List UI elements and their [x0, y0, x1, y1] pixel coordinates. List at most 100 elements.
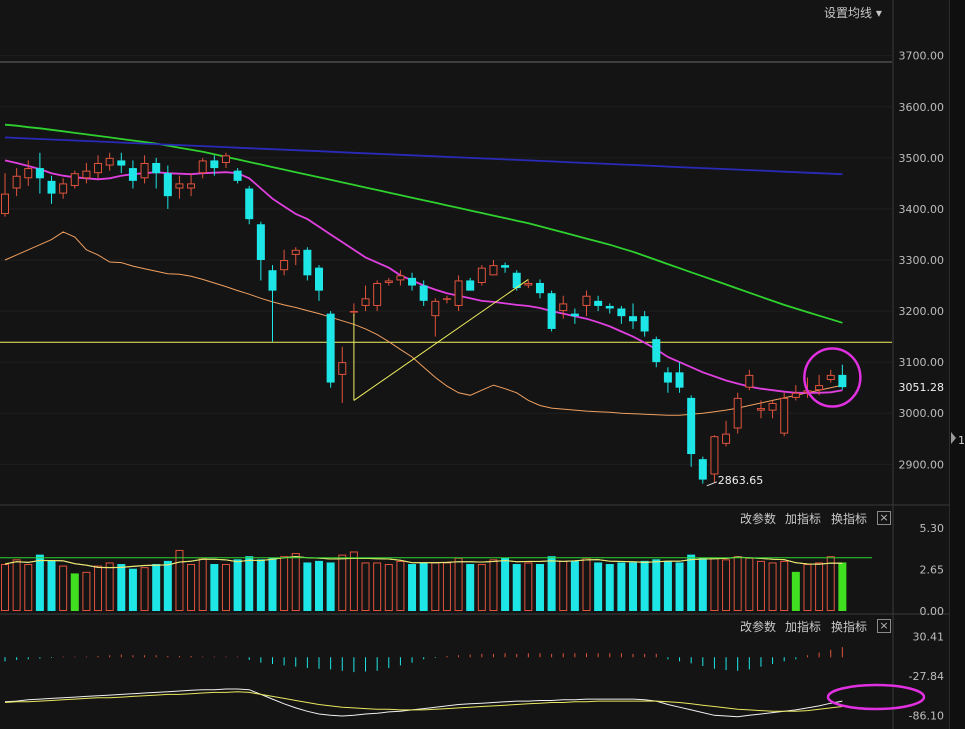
candle-body — [1, 193, 9, 215]
macd-tick-label: 30.41 — [913, 631, 945, 644]
add-indicator-button[interactable]: 加指标 — [785, 512, 822, 526]
price-tick-label: 3400.00 — [899, 203, 945, 216]
volume-bar — [280, 556, 289, 611]
candle-body — [501, 265, 510, 268]
volume-bar — [373, 562, 382, 611]
volume-bar — [477, 564, 486, 611]
candle-body — [396, 275, 405, 281]
switch-indicator-button[interactable]: 换指标 — [831, 512, 868, 526]
candle-body — [384, 280, 393, 283]
volume-bars — [0, 549, 872, 612]
volume-bar — [640, 560, 649, 611]
price-tick-label: 3300.00 — [899, 254, 945, 267]
volume-bar — [687, 554, 696, 611]
candle-body — [431, 300, 440, 317]
low-pointer — [706, 481, 717, 487]
price-tick-label: 3600.00 — [899, 101, 945, 114]
candle-body — [768, 402, 777, 411]
price-tick-label: 3200.00 — [899, 305, 945, 318]
volume-bar — [233, 559, 242, 611]
volume-bar — [82, 571, 91, 612]
volume-bar — [431, 562, 440, 611]
candle-body — [524, 282, 533, 286]
volume-bar — [1, 564, 9, 611]
expand-arrow-icon[interactable] — [951, 432, 956, 444]
volume-bar — [163, 560, 172, 611]
candle-body — [547, 293, 556, 329]
volume-bar — [128, 568, 137, 611]
ma-settings-button[interactable]: 设置均线 ▾ — [824, 6, 882, 20]
volume-bar — [408, 564, 417, 611]
candle-body — [291, 249, 300, 255]
price-tick-label: 3100.00 — [899, 356, 945, 369]
volume-bar — [466, 564, 475, 611]
candle-body — [349, 311, 358, 313]
macd-dea-line — [4, 691, 843, 712]
right-side-strip — [949, 0, 965, 729]
candle-body — [303, 249, 312, 276]
add-indicator-button-macd[interactable]: 加指标 — [785, 620, 822, 634]
volume-bar — [780, 560, 789, 611]
volume-bar — [570, 560, 579, 611]
candle-body — [815, 385, 824, 391]
candle-body — [35, 168, 44, 179]
candle-body — [198, 160, 207, 174]
candle-body — [140, 162, 149, 179]
volume-bar — [210, 564, 219, 611]
trend-lines — [353, 278, 529, 401]
close-volume-panel-icon[interactable]: × — [877, 511, 891, 525]
modify-params-button-macd[interactable]: 改参数 — [740, 620, 777, 634]
volume-bar — [559, 560, 568, 611]
volume-bar — [524, 562, 533, 611]
candle-body — [12, 175, 21, 189]
macd-dif-line — [4, 688, 843, 718]
candle-body — [733, 397, 742, 429]
volume-bar — [791, 571, 800, 611]
candle-body — [466, 280, 475, 291]
volume-bar — [605, 564, 614, 611]
candle-body — [477, 267, 486, 283]
candle-body — [245, 188, 254, 220]
candle-body — [652, 339, 661, 363]
candle-body — [419, 285, 428, 301]
volume-bar — [826, 556, 835, 611]
modify-params-button[interactable]: 改参数 — [740, 512, 777, 526]
candle-body — [82, 170, 91, 179]
volume-bar — [140, 567, 149, 611]
volume-bar — [652, 559, 661, 611]
candle-body — [152, 162, 161, 174]
volume-bar — [59, 565, 68, 611]
volume-bar — [582, 557, 591, 611]
candle-body — [617, 308, 626, 317]
edge-label: 1 — [958, 434, 965, 447]
candle-body — [663, 372, 672, 383]
candle-body — [24, 168, 33, 179]
volume-bar — [629, 562, 638, 611]
volume-bar — [105, 562, 114, 611]
volume-bar — [722, 559, 731, 611]
volume-bar — [198, 557, 207, 611]
volume-bar — [733, 556, 742, 611]
candle-body — [582, 295, 591, 306]
candle-body — [221, 155, 230, 163]
volume-bar — [24, 564, 33, 611]
ma5-line — [4, 231, 843, 416]
close-macd-panel-icon[interactable]: × — [877, 619, 891, 633]
volume-bar — [384, 564, 393, 611]
volume-bar — [535, 564, 544, 611]
switch-indicator-button-macd[interactable]: 换指标 — [831, 620, 868, 634]
price-tick-label: 3500.00 — [899, 152, 945, 165]
candle-body — [629, 316, 638, 322]
candle-body — [408, 277, 417, 286]
volume-bar — [256, 559, 265, 611]
candle-body — [594, 300, 603, 306]
highlight-circle — [803, 347, 862, 408]
volume-bar — [94, 565, 103, 611]
candle-body — [326, 313, 335, 383]
volume-bar — [361, 562, 370, 611]
volume-bar — [117, 564, 126, 611]
volume-bar — [349, 551, 358, 611]
volume-bar — [698, 557, 707, 611]
